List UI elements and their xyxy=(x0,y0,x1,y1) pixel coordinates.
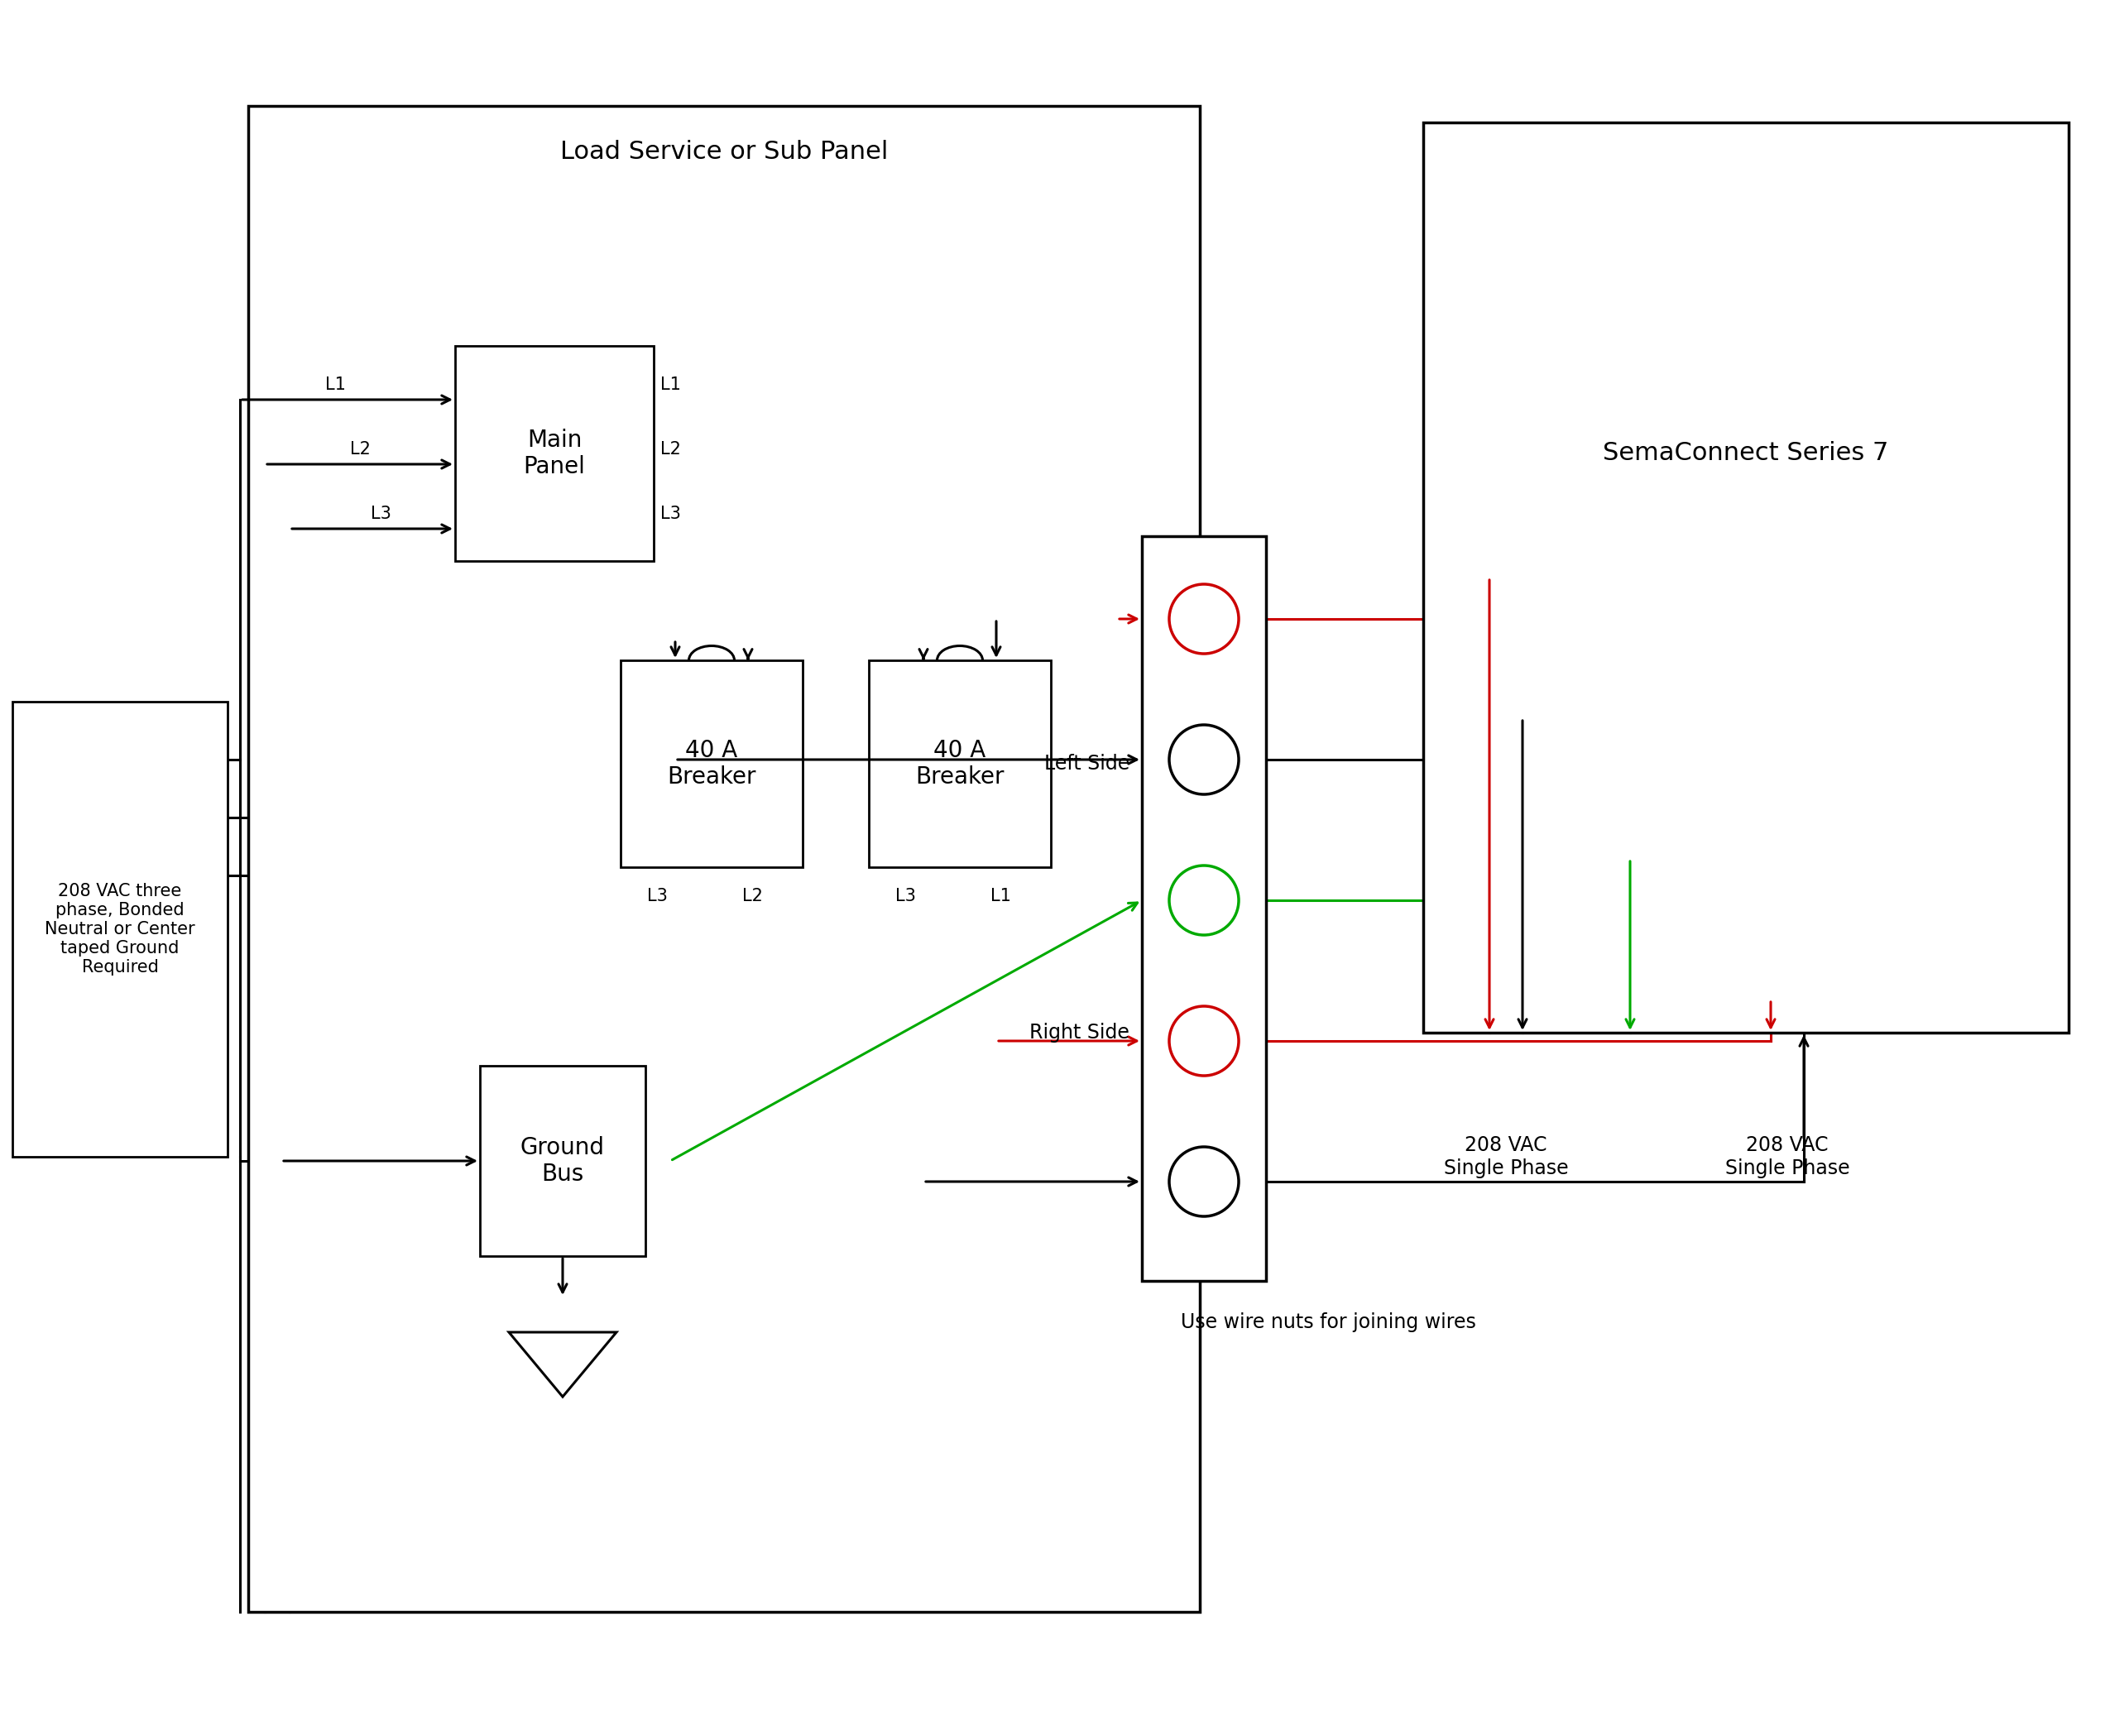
Circle shape xyxy=(1169,585,1239,654)
Bar xyxy=(620,660,802,868)
Text: Main
Panel: Main Panel xyxy=(523,429,584,479)
Text: L2: L2 xyxy=(743,887,762,904)
Text: 208 VAC three
phase, Bonded
Neutral or Center
taped Ground
Required: 208 VAC three phase, Bonded Neutral or C… xyxy=(44,882,194,976)
Circle shape xyxy=(1169,1147,1239,1217)
Text: L3: L3 xyxy=(646,887,667,904)
Bar xyxy=(249,106,1201,1613)
Text: Ground
Bus: Ground Bus xyxy=(521,1135,606,1186)
Circle shape xyxy=(1169,866,1239,936)
Text: Left Side: Left Side xyxy=(1044,753,1129,774)
Text: L3: L3 xyxy=(895,887,916,904)
Text: L2: L2 xyxy=(350,441,369,458)
Text: 40 A
Breaker: 40 A Breaker xyxy=(667,740,755,788)
Bar xyxy=(869,660,1051,868)
Text: Right Side: Right Side xyxy=(1030,1023,1129,1043)
Text: L1: L1 xyxy=(660,377,682,392)
Bar xyxy=(1424,123,2068,1033)
Text: 208 VAC
Single Phase: 208 VAC Single Phase xyxy=(1443,1135,1568,1179)
Text: L3: L3 xyxy=(660,505,682,523)
Text: L1: L1 xyxy=(990,887,1011,904)
Text: SemaConnect Series 7: SemaConnect Series 7 xyxy=(1604,441,1888,465)
Text: Use wire nuts for joining wires: Use wire nuts for joining wires xyxy=(1179,1312,1475,1332)
Bar xyxy=(456,345,654,561)
Circle shape xyxy=(1169,726,1239,795)
Circle shape xyxy=(1169,1007,1239,1076)
Text: L1: L1 xyxy=(325,377,346,392)
Bar xyxy=(1142,536,1266,1281)
Text: 40 A
Breaker: 40 A Breaker xyxy=(916,740,1004,788)
Text: L3: L3 xyxy=(371,505,390,523)
Text: L2: L2 xyxy=(660,441,682,458)
Text: 208 VAC
Single Phase: 208 VAC Single Phase xyxy=(1726,1135,1850,1179)
Bar xyxy=(479,1066,646,1257)
Bar xyxy=(13,701,228,1156)
Text: Load Service or Sub Panel: Load Service or Sub Panel xyxy=(559,139,888,163)
